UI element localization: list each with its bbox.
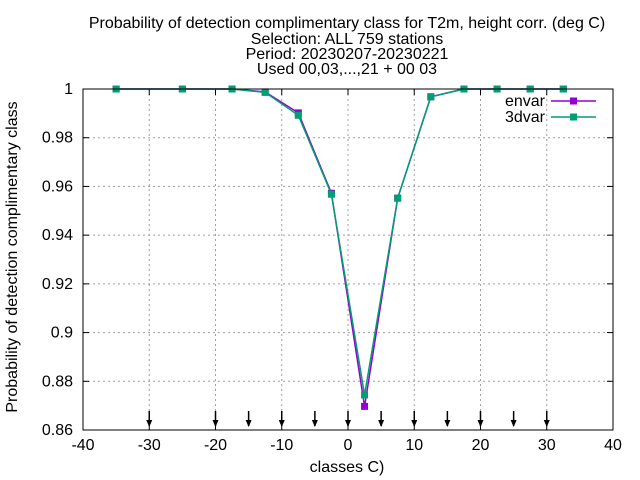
- legend-swatch-marker: [570, 97, 577, 105]
- data-point-3dvar: [294, 111, 302, 119]
- x-axis-label: classes C): [310, 459, 385, 476]
- x-tick-label: 0: [344, 437, 353, 454]
- x-tick-label: 30: [538, 437, 556, 454]
- chart-title-line-2: Selection: ALL 759 stations: [251, 31, 443, 48]
- y-tick-label: 0.88: [42, 373, 73, 390]
- class-boundary-marker: [212, 411, 219, 427]
- class-boundary-marker: [378, 411, 385, 427]
- class-boundary-marker: [146, 411, 153, 427]
- plot-frame: [82, 88, 614, 431]
- y-tick-label: 0.92: [42, 276, 73, 293]
- chart-title-line-3: Period: 20230207-20230221: [246, 46, 449, 63]
- x-tick-label: -30: [138, 437, 161, 454]
- class-boundary-marker: [345, 411, 351, 427]
- legend-label: 3dvar: [505, 109, 546, 126]
- data-point-envar: [361, 402, 369, 410]
- class-boundary-marker: [278, 411, 285, 427]
- axis-ticks: -40 -30 -20 -10 0 10 20 30 40 0.86 0.88 0.9 0.92 0.94…: [42, 81, 622, 454]
- x-tick-label: -20: [204, 437, 227, 454]
- data-point-3dvar: [427, 93, 435, 101]
- chart-title-line-4: Used 00,03,...,21 + 00 03: [257, 61, 437, 78]
- y-axis-label: Probability of detection complimentary c…: [4, 101, 21, 412]
- data-point-3dvar: [361, 391, 369, 399]
- class-boundary-marker: [411, 411, 418, 427]
- y-tick-label: 0.86: [42, 422, 73, 439]
- chart-title-line-1: Probability of detection complimentary c…: [89, 15, 605, 32]
- class-boundary-marker: [311, 411, 318, 427]
- legend-entry-envar: envar: [505, 93, 596, 110]
- class-boundary-marker: [510, 411, 517, 427]
- legend-label: envar: [505, 93, 546, 110]
- class-boundary-marker: [444, 411, 451, 427]
- x-tick-label: -40: [71, 437, 94, 454]
- class-boundary-marker: [245, 411, 252, 427]
- y-tick-label: 0.9: [51, 325, 73, 342]
- y-tick-label: 1: [64, 81, 73, 98]
- x-tick-label: 20: [472, 437, 490, 454]
- legend-swatch-marker: [570, 113, 577, 121]
- x-tick-label: 10: [405, 437, 423, 454]
- x-tick-label: -10: [270, 437, 293, 454]
- y-tick-label: 0.96: [42, 178, 73, 195]
- class-markers: [146, 411, 550, 427]
- y-tick-label: 0.98: [42, 130, 73, 147]
- legend-entry-3dvar: 3dvar: [505, 109, 596, 126]
- data-point-3dvar: [394, 194, 402, 202]
- x-tick-label: 40: [604, 437, 622, 454]
- data-point-3dvar: [261, 88, 269, 96]
- class-boundary-marker: [477, 411, 484, 427]
- y-tick-label: 0.94: [42, 227, 73, 244]
- data-point-3dvar: [327, 190, 335, 198]
- class-boundary-marker: [543, 411, 550, 427]
- chart-title: Probability of detection complimentary c…: [89, 15, 605, 78]
